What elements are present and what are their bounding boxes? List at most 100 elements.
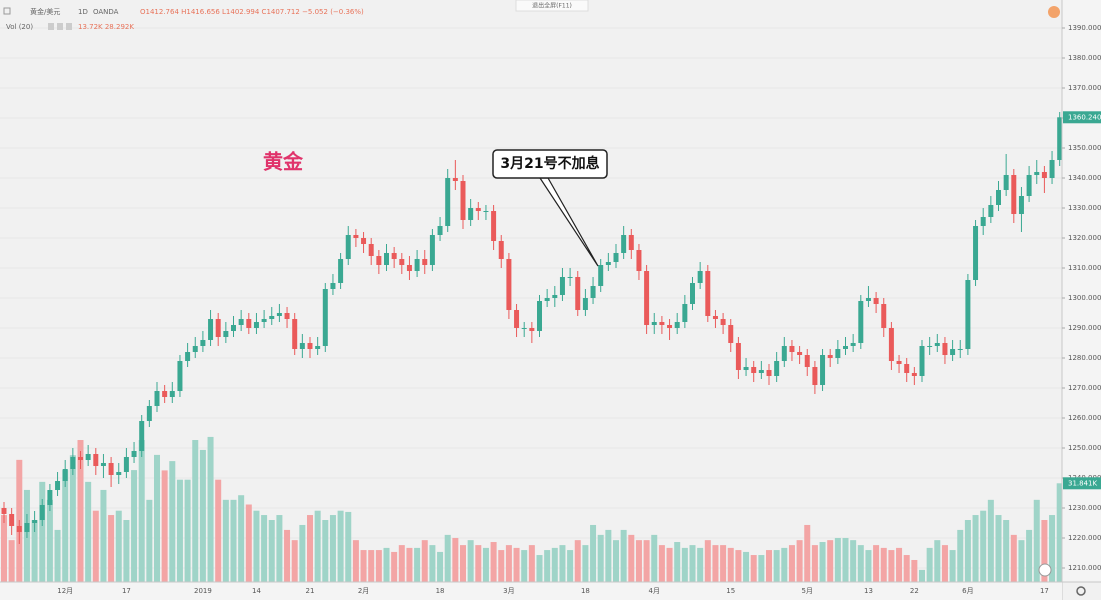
candle-body xyxy=(246,319,252,328)
volume-bar xyxy=(284,529,291,582)
candle-body xyxy=(261,319,267,322)
candle-body xyxy=(605,262,611,265)
volume-bar xyxy=(735,550,742,582)
volume-bar xyxy=(169,461,176,582)
candle-body xyxy=(139,421,145,451)
volume-bar xyxy=(888,550,895,582)
x-tick-label: 17 xyxy=(1040,587,1049,595)
volume-bar xyxy=(964,520,971,582)
settings-button[interactable] xyxy=(1076,586,1086,596)
symbol: 黄金/美元 xyxy=(30,7,60,16)
volume-bar xyxy=(880,547,887,582)
candle-body xyxy=(299,343,305,349)
candle-body xyxy=(330,283,336,289)
candle-body xyxy=(24,523,30,532)
volume-bar xyxy=(712,545,719,582)
callout-box xyxy=(492,149,608,179)
x-tick-label: 5月 xyxy=(802,587,813,595)
volume-bar xyxy=(222,499,229,582)
volume-bar xyxy=(720,545,727,582)
candle-body xyxy=(292,319,298,349)
volume-bar xyxy=(490,542,497,582)
candle-body xyxy=(78,457,83,460)
price-marker-label: 1360.240 xyxy=(1068,113,1101,121)
candle-body xyxy=(690,283,695,304)
volume-bar xyxy=(207,436,214,582)
candle-body xyxy=(185,352,191,361)
candle-body xyxy=(154,391,160,406)
volume-bar xyxy=(215,479,222,582)
volume-bar xyxy=(896,547,903,582)
y-tick-label: 1260.000 xyxy=(1068,414,1101,422)
volume-bar xyxy=(299,524,306,582)
volume-bar xyxy=(238,495,245,582)
candle-body xyxy=(85,454,91,460)
y-tick-label: 1370.000 xyxy=(1068,84,1101,92)
volume-bar xyxy=(421,540,428,582)
volume-bar xyxy=(1003,520,1010,582)
volume-bar xyxy=(398,545,405,582)
icon[interactable] xyxy=(3,7,11,15)
candle-body xyxy=(192,346,198,352)
candle-body xyxy=(934,343,940,346)
volume-bar xyxy=(391,551,398,582)
volume-bar xyxy=(620,529,627,582)
volume-bar xyxy=(184,479,191,582)
y-tick-label: 1320.000 xyxy=(1068,234,1101,242)
volume-bar xyxy=(368,550,375,582)
volume-bar xyxy=(77,440,84,582)
alert-button[interactable] xyxy=(1048,6,1060,18)
volume-bar xyxy=(819,542,826,582)
candle-body xyxy=(498,241,504,259)
volume-bar xyxy=(903,555,910,582)
candle-body xyxy=(873,298,879,304)
volume-bar xyxy=(115,510,122,582)
volume-bar xyxy=(972,515,979,582)
volume-bar xyxy=(176,479,183,582)
volume-bar xyxy=(727,547,734,582)
volume-bar xyxy=(245,504,252,582)
x-tick-label: 2019 xyxy=(194,587,212,595)
scroll-button[interactable] xyxy=(1038,563,1052,577)
volume-bar xyxy=(8,540,15,582)
candle-body xyxy=(368,244,374,256)
candle-body xyxy=(384,253,389,265)
icon[interactable] xyxy=(57,23,63,30)
icon[interactable] xyxy=(48,23,54,30)
annotation: 3月21号不加息 xyxy=(500,155,599,172)
volume-bar xyxy=(383,547,390,582)
volume-bar xyxy=(437,551,444,582)
volume-bar xyxy=(337,510,344,582)
volume-bar xyxy=(582,545,589,582)
volume-bar xyxy=(100,489,107,582)
candle-body xyxy=(376,256,382,265)
volume-bar xyxy=(460,545,466,582)
volume-bar xyxy=(811,545,818,582)
y-tick-label: 1270.000 xyxy=(1068,384,1101,392)
candle-body xyxy=(452,178,458,181)
candle-body xyxy=(223,331,229,337)
volume-bar xyxy=(781,547,788,582)
volume-bar xyxy=(857,545,864,582)
volume-bar xyxy=(108,515,115,582)
candle-body xyxy=(544,298,550,301)
volume-bar xyxy=(567,550,574,582)
volume-bar xyxy=(796,540,803,582)
icon[interactable] xyxy=(66,23,72,30)
candle-body xyxy=(399,259,405,265)
candle-body xyxy=(483,211,489,212)
candle-body xyxy=(93,454,99,466)
volume-bar xyxy=(750,555,757,582)
y-tick-label: 1340.000 xyxy=(1068,174,1101,182)
volume-bar xyxy=(69,455,76,582)
x-tick-label: 18 xyxy=(581,587,590,595)
volume-bar xyxy=(934,540,941,582)
candle-body xyxy=(169,391,175,397)
volume-bar xyxy=(681,547,688,582)
candle-body xyxy=(238,319,244,325)
candle-body xyxy=(682,304,688,322)
volume-bar xyxy=(192,440,199,582)
price-marker xyxy=(1063,111,1101,124)
volume-bar xyxy=(743,551,750,582)
candle-body xyxy=(537,301,542,331)
